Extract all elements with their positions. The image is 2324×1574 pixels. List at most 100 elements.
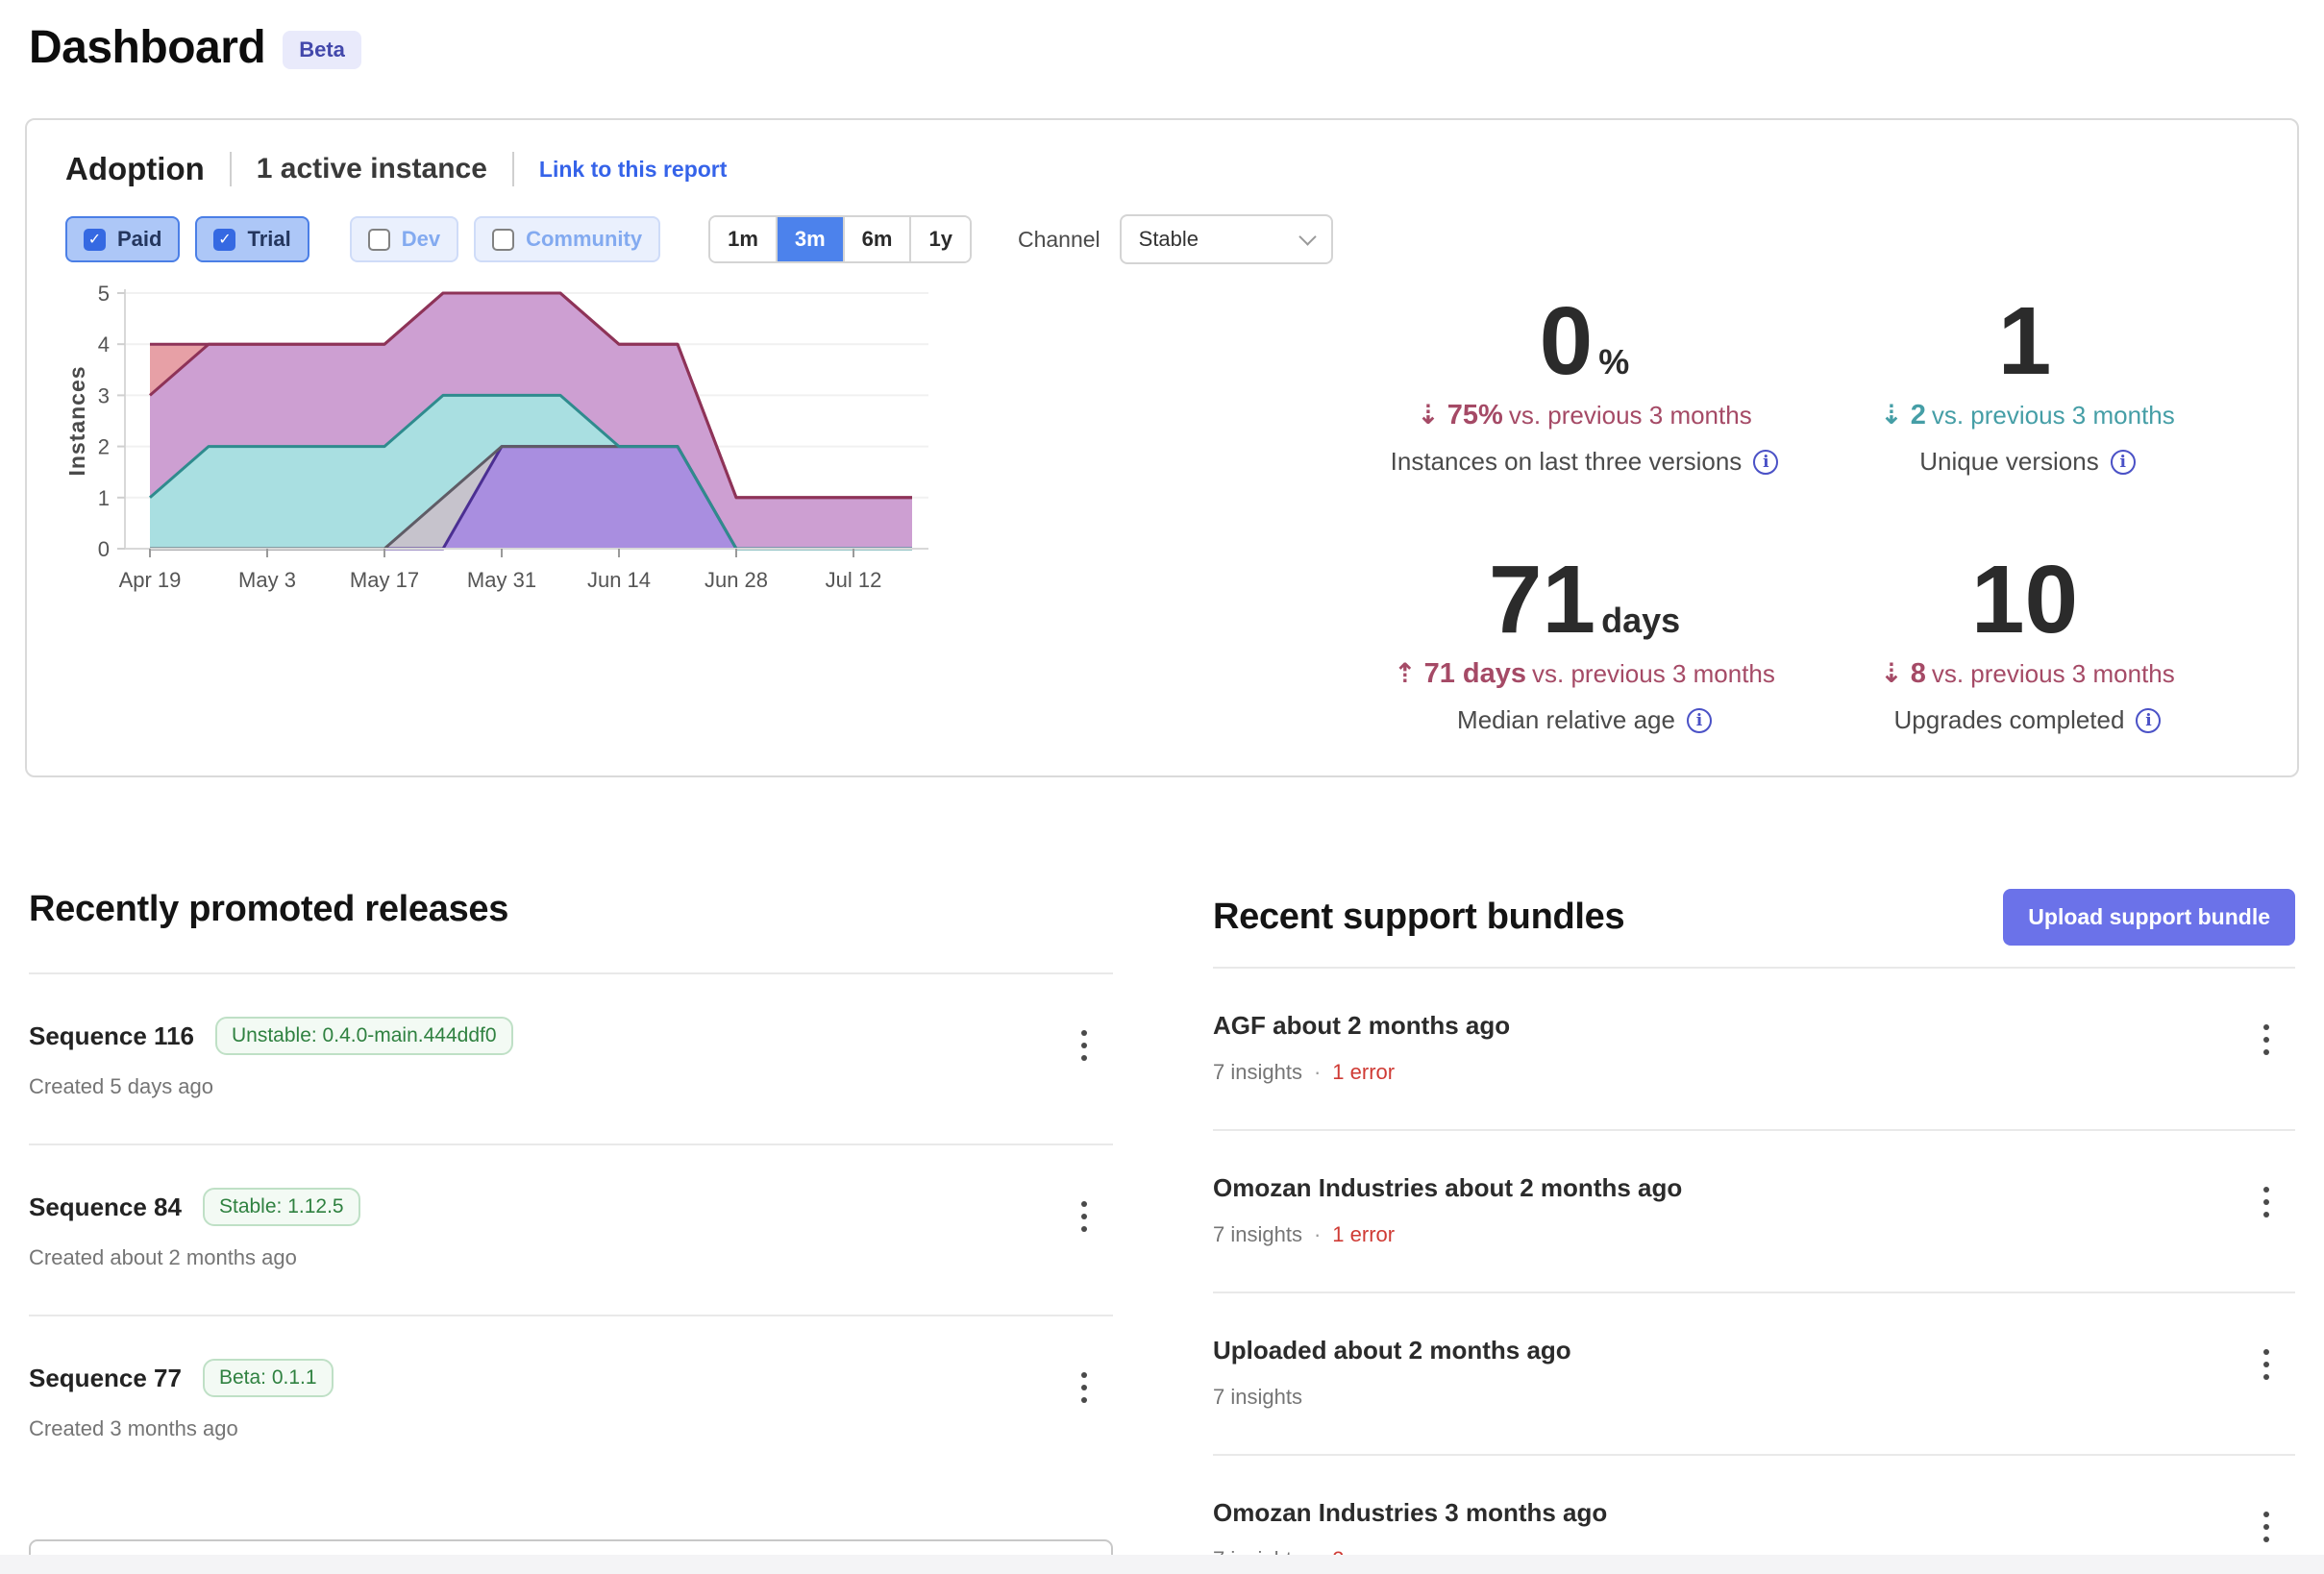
stat-delta: ⇣ 2 vs. previous 3 months: [1880, 399, 2175, 430]
info-icon[interactable]: i: [2136, 707, 2162, 733]
dot-separator: ·: [1313, 1222, 1322, 1246]
range-1y[interactable]: 1y: [909, 217, 970, 261]
range-3m[interactable]: 3m: [775, 217, 843, 261]
svg-text:1: 1: [98, 486, 110, 510]
filter-chip-trial[interactable]: ✓ Trial: [195, 216, 309, 262]
filter-chip-dev[interactable]: Dev: [349, 216, 459, 262]
filter-chip-label: Community: [526, 227, 643, 251]
bundle-row[interactable]: AGF about 2 months ago 7 insights · 1 erro…: [1213, 967, 2295, 1129]
svg-text:May 3: May 3: [238, 568, 296, 592]
active-instance-count: 1 active instance: [256, 153, 487, 184]
bundle-meta: 7 insights · 1 error: [1213, 1222, 1396, 1246]
adoption-chart: 0 1 2 3 4 5 Apr 19 May 3 May 17 May 31 Jun 14 Jun 2…: [64, 280, 940, 735]
y-axis-label: Instances: [65, 365, 89, 476]
svg-text:5: 5: [98, 282, 110, 306]
divider: [511, 152, 514, 186]
stat-value: 1: [1997, 287, 2052, 395]
kebab-menu-icon[interactable]: [1065, 1363, 1103, 1413]
release-row[interactable]: Sequence 116 Unstable: 0.4.0-main.444ddf…: [29, 972, 1113, 1144]
checkbox-icon: ✓: [84, 228, 106, 251]
bundle-row[interactable]: Omozan Industries about 2 months ago 7 i…: [1213, 1129, 2295, 1291]
version-badge: Beta: 0.1.1: [202, 1359, 334, 1397]
stat-suffix: %: [1598, 342, 1630, 381]
svg-text:Apr 19: Apr 19: [119, 568, 182, 592]
release-row[interactable]: Sequence 77 Beta: 0.1.1 Created 3 months…: [29, 1315, 1113, 1486]
link-to-report[interactable]: Link to this report: [538, 156, 728, 182]
adoption-controls: ✓ Paid ✓ Trial Dev Community 1m 3m 6m 1y…: [65, 214, 2259, 264]
info-icon[interactable]: i: [1753, 449, 1779, 475]
info-icon[interactable]: i: [2110, 449, 2136, 475]
stat-delta: ⇡ 71 days vs. previous 3 months: [1394, 657, 1775, 689]
svg-text:May 31: May 31: [467, 568, 536, 592]
kebab-menu-icon[interactable]: [2247, 1015, 2286, 1065]
svg-text:0: 0: [98, 537, 110, 561]
stat-value: 0: [1539, 287, 1594, 395]
releases-section: Recently promoted releases Sequence 116 …: [29, 889, 1113, 1574]
checkbox-icon: ✓: [213, 228, 236, 251]
filter-chip-label: Paid: [117, 227, 162, 251]
bundles-list: AGF about 2 months ago 7 insights · 1 erro…: [1213, 967, 2295, 1574]
kebab-menu-icon[interactable]: [1065, 1021, 1103, 1070]
trend-arrow-icon: ⇣: [1880, 657, 1903, 689]
trend-arrow-icon: ⇡: [1394, 657, 1417, 689]
footer-strip: [0, 1555, 2324, 1574]
stat-delta: ⇣ 8 vs. previous 3 months: [1880, 657, 2175, 689]
kebab-menu-icon[interactable]: [2247, 1340, 2286, 1390]
svg-text:3: 3: [98, 383, 110, 407]
filter-chip-community[interactable]: Community: [474, 216, 661, 262]
releases-list: Sequence 116 Unstable: 0.4.0-main.444ddf…: [29, 972, 1113, 1486]
bundle-title: Omozan Industries 3 months ago: [1213, 1498, 1608, 1527]
kebab-menu-icon[interactable]: [2247, 1502, 2286, 1552]
svg-text:Jun 28: Jun 28: [705, 568, 768, 592]
trend-arrow-icon: ⇣: [1880, 399, 1903, 430]
bundle-title: AGF about 2 months ago: [1213, 1011, 1511, 1040]
version-badge: Unstable: 0.4.0-main.444ddf0: [215, 1017, 513, 1055]
beta-badge: Beta: [283, 30, 361, 69]
svg-text:Jun 14: Jun 14: [587, 568, 651, 592]
svg-text:Jul 12: Jul 12: [826, 568, 882, 592]
stats-grid: 0% ⇣ 75% vs. previous 3 months Instances o…: [940, 280, 2259, 735]
stat-instances-last-three: 0% ⇣ 75% vs. previous 3 months Instances o…: [1363, 293, 1806, 477]
dot-separator: ·: [1313, 1060, 1322, 1084]
bundle-error-count: 1 error: [1332, 1222, 1396, 1246]
bundle-meta: 7 insights·: [1213, 1385, 1302, 1409]
stat-suffix: days: [1601, 601, 1681, 640]
page-title: Dashboard: [29, 22, 266, 73]
channel-select[interactable]: Stable: [1119, 214, 1333, 264]
checkbox-icon: [367, 228, 390, 251]
bundle-title: Omozan Industries about 2 months ago: [1213, 1173, 1683, 1202]
stat-value: 71: [1488, 546, 1596, 653]
range-6m[interactable]: 6m: [842, 217, 910, 261]
stat-label: Upgrades completed: [1893, 705, 2125, 734]
chevron-down-icon: [1298, 227, 1317, 246]
filter-chip-paid[interactable]: ✓ Paid: [65, 216, 181, 262]
version-badge: Stable: 1.12.5: [202, 1188, 360, 1226]
release-row[interactable]: Sequence 84 Stable: 1.12.5 Created about…: [29, 1144, 1113, 1315]
kebab-menu-icon[interactable]: [2247, 1177, 2286, 1227]
page-header: Dashboard Beta: [0, 0, 2324, 74]
divider: [229, 152, 232, 186]
bundles-heading: Recent support bundles: [1213, 897, 1625, 937]
upload-support-bundle-button[interactable]: Upload support bundle: [2003, 889, 2295, 946]
bundle-title: Uploaded about 2 months ago: [1213, 1336, 1571, 1365]
svg-text:May 17: May 17: [350, 568, 419, 592]
adoption-card-header: Adoption 1 active instance Link to this …: [65, 151, 2259, 187]
stat-median-relative-age: 71 days ⇡ 71 days vs. previous 3 months Med…: [1363, 552, 1806, 735]
release-title: Sequence 116: [29, 1021, 194, 1050]
stat-label: Instances on last three versions: [1390, 447, 1743, 476]
filter-chip-label: Dev: [401, 227, 441, 251]
svg-text:2: 2: [98, 435, 110, 459]
range-1m[interactable]: 1m: [710, 217, 776, 261]
stacked-area-chart: 0 1 2 3 4 5 Apr 19 May 3 May 17 May 31 Jun 14 Jun 2…: [64, 282, 928, 592]
release-created: Created 5 days ago: [29, 1074, 214, 1098]
bundle-row[interactable]: Uploaded about 2 months ago 7 insights·: [1213, 1291, 2295, 1454]
release-title: Sequence 77: [29, 1363, 182, 1392]
stat-upgrades-completed: 10 ⇣ 8 vs. previous 3 months Upgrades comp…: [1806, 552, 2249, 735]
release-title: Sequence 84: [29, 1192, 182, 1221]
info-icon[interactable]: i: [1686, 707, 1712, 733]
adoption-title: Adoption: [65, 151, 205, 186]
release-created: Created 3 months ago: [29, 1416, 238, 1440]
bundle-meta: 7 insights · 1 error: [1213, 1060, 1396, 1084]
kebab-menu-icon[interactable]: [1065, 1192, 1103, 1242]
checkbox-icon: [492, 228, 515, 251]
